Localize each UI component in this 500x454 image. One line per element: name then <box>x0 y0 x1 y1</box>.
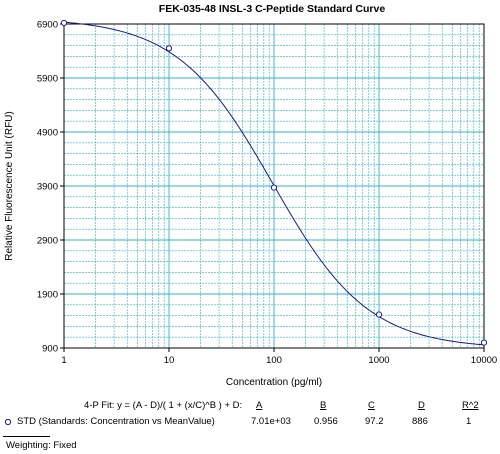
y-axis-label: Relative Fluorescence Unit (RFU) <box>4 111 15 261</box>
x-tick-label: 100 <box>266 355 282 366</box>
weighting-label: Weighting: Fixed <box>6 440 77 451</box>
x-axis-ticks: 1 10 100 1000 10000 <box>61 348 497 366</box>
y-tick-label: 2900 <box>37 236 58 247</box>
separator-line <box>3 436 50 437</box>
value-c: 97.2 <box>365 416 384 427</box>
value-b: 0.956 <box>314 416 338 427</box>
fit-formula: 4-P Fit: y = (A - D)/( 1 + (x/C)^B ) + D… <box>84 400 243 411</box>
grid <box>64 24 484 348</box>
x-tick-label: 1 <box>61 355 66 366</box>
data-point <box>60 19 68 27</box>
value-a: 7.01e+03 <box>251 416 291 427</box>
y-tick-label: 4900 <box>37 128 58 139</box>
x-tick-label: 10 <box>164 355 175 366</box>
x-tick-label: 10000 <box>471 355 497 366</box>
series-label: STD (Standards: Concentration vs MeanVal… <box>17 416 215 427</box>
chart: FEK-035-48 INSL-3 C-Peptide Standard Cur… <box>4 3 497 388</box>
y-tick-label: 1900 <box>37 290 58 301</box>
data-points <box>60 19 488 346</box>
y-axis-ticks: 900 1900 2900 3900 4900 5900 6900 <box>37 20 64 355</box>
header-r2: R^2 <box>462 400 479 411</box>
y-tick-label: 6900 <box>37 20 58 31</box>
y-tick-label: 900 <box>42 344 58 355</box>
y-tick-label: 3900 <box>37 182 58 193</box>
header-c: C <box>368 400 375 411</box>
value-r2: 1 <box>466 416 472 427</box>
header-b: B <box>320 400 327 411</box>
value-d: 886 <box>412 416 428 427</box>
data-point <box>480 339 488 346</box>
circle-marker-icon <box>4 418 12 426</box>
data-point <box>375 311 383 318</box>
x-tick-label: 1000 <box>368 355 389 366</box>
chart-title: FEK-035-48 INSL-3 C-Peptide Standard Cur… <box>159 3 386 15</box>
y-tick-label: 5900 <box>37 74 58 85</box>
header-d: D <box>418 400 425 411</box>
data-point <box>165 45 173 52</box>
x-axis-label: Concentration (pg/ml) <box>226 377 322 388</box>
data-point <box>270 184 278 191</box>
header-a: A <box>256 400 263 411</box>
